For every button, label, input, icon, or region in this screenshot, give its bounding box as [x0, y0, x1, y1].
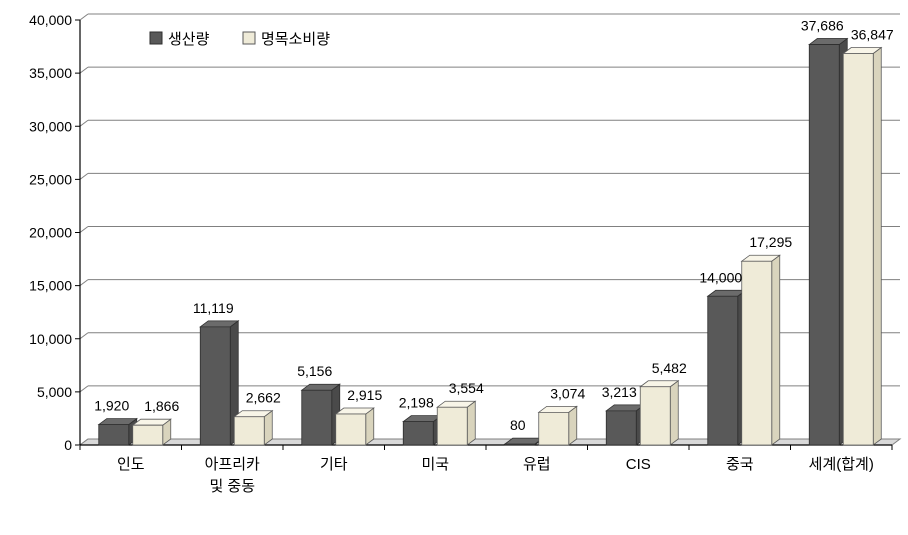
data-label: 37,686 — [801, 18, 844, 34]
legend: 생산량 명목소비량 — [150, 31, 330, 48]
y-tick-label: 25,000 — [29, 171, 72, 187]
chart-svg: 0 5,000 10,000 15,000 20,000 25,000 30,000 35,0… — [0, 0, 908, 535]
bar — [809, 39, 847, 445]
bar — [708, 290, 746, 445]
x-tick-label: 세계(합계) — [809, 456, 874, 473]
data-label: 80 — [510, 417, 526, 433]
bar — [403, 416, 441, 445]
data-label: 11,119 — [193, 300, 234, 316]
data-label: 3,213 — [602, 384, 637, 400]
data-label: 1,920 — [94, 398, 129, 414]
y-tick-label: 20,000 — [29, 225, 72, 241]
x-tick-label: 및 중동 — [209, 478, 255, 495]
data-label: 2,915 — [347, 387, 382, 403]
data-label: 5,482 — [652, 360, 687, 376]
bar — [640, 381, 678, 445]
bar — [539, 406, 577, 445]
y-tick-label: 5,000 — [37, 384, 72, 400]
data-label: 36,847 — [851, 27, 894, 43]
y-tick-label: 30,000 — [29, 118, 72, 134]
y-tick-label: 10,000 — [29, 331, 72, 347]
data-label: 3,554 — [449, 380, 484, 396]
bar — [606, 405, 644, 445]
x-tick-label: 인도 — [117, 456, 145, 473]
data-label: 17,295 — [749, 234, 792, 250]
data-label: 3,074 — [550, 385, 585, 401]
legend-marker — [150, 32, 162, 44]
data-label: 2,662 — [246, 390, 281, 406]
y-tick-label: 35,000 — [29, 65, 72, 81]
bar — [234, 411, 272, 445]
data-label: 14,000 — [699, 269, 742, 285]
x-labels: 인도 아프리카및 중동 기타 미국 유럽 CIS 중국 세계(합계) — [80, 445, 892, 495]
y-tick-label: 40,000 — [29, 12, 72, 28]
x-tick-label: 기타 — [320, 456, 348, 473]
y-tick-label: 0 — [64, 437, 72, 453]
bar — [843, 48, 881, 445]
data-label: 1,866 — [144, 398, 179, 414]
bar — [302, 384, 340, 445]
legend-marker — [243, 32, 255, 44]
bar — [99, 419, 137, 445]
bar-chart: 0 5,000 10,000 15,000 20,000 25,000 30,000 35,0… — [0, 0, 908, 535]
x-tick-label: CIS — [626, 456, 651, 473]
x-tick-label: 미국 — [421, 456, 449, 473]
bar — [133, 419, 171, 445]
bar — [336, 408, 374, 445]
bar — [200, 321, 238, 445]
data-label: 2,198 — [399, 395, 434, 411]
bar — [437, 401, 475, 445]
bar — [742, 255, 780, 445]
legend-label: 생산량 — [168, 31, 210, 48]
y-tick-label: 15,000 — [29, 278, 72, 294]
legend-label: 명목소비량 — [261, 31, 330, 48]
data-label: 5,156 — [297, 363, 332, 379]
x-tick-label: 아프리카 — [205, 456, 260, 473]
x-tick-label: 유럽 — [523, 456, 551, 473]
x-tick-label: 중국 — [726, 456, 754, 473]
